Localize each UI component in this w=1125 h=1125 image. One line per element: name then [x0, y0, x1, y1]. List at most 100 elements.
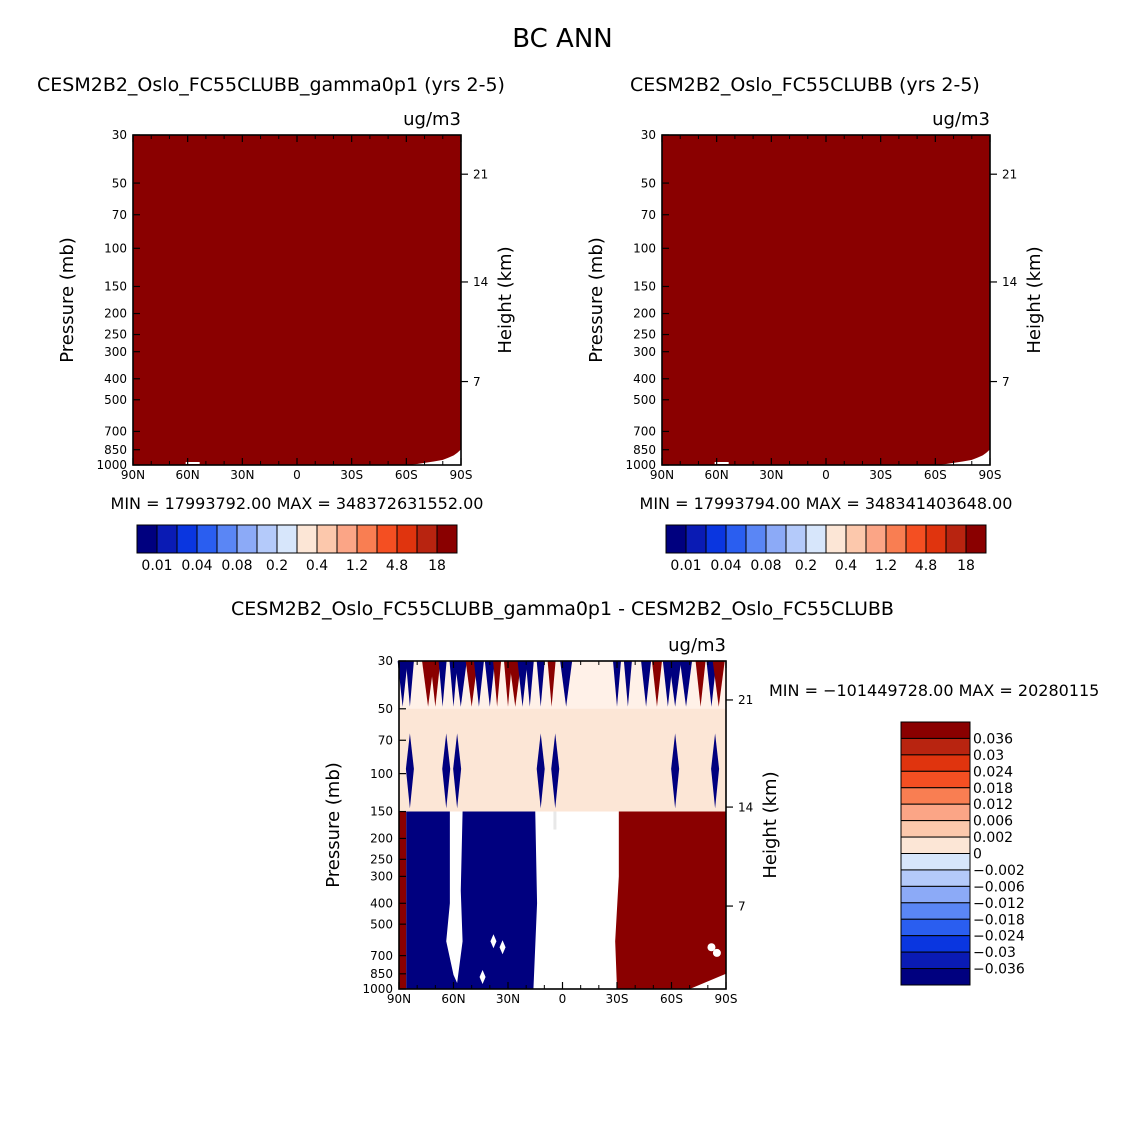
diff-panel: 3050701001502002503004005007008501000211…: [323, 635, 1099, 1006]
colorbar-label: 0.018: [973, 781, 1013, 797]
field-fill: [662, 135, 990, 465]
x-tick-label: 0: [822, 468, 830, 482]
y-tick-label: 150: [370, 805, 393, 819]
y-right-tick-label: 7: [738, 899, 746, 913]
y-tick-label: 150: [104, 280, 127, 294]
contour-hole: [490, 934, 497, 949]
units-label: ug/m3: [668, 635, 726, 656]
colorbar-label: −0.002: [973, 863, 1025, 879]
y-tick-label: 30: [378, 654, 393, 668]
y-tick-label: 30: [112, 128, 127, 142]
colorbar-box: [216, 524, 238, 554]
colorbar-label: 0.4: [835, 558, 857, 574]
contour-hole: [499, 940, 506, 955]
x-tick-label: 60N: [441, 992, 465, 1006]
y-tick-label: 150: [633, 280, 656, 294]
contour-spike: [454, 661, 467, 707]
colorbar-label: 0.01: [670, 558, 701, 574]
diff-colorbar: 0.0360.030.0240.0180.0120.0060.0020−0.00…: [900, 721, 1025, 986]
colorbar-box: [900, 803, 971, 822]
colorbar-label: 0.08: [221, 558, 252, 574]
colorbar-box: [416, 524, 438, 554]
colorbar-label: 0.03: [973, 748, 1004, 764]
y-tick-label: 400: [370, 896, 393, 910]
colorbar-label: 0.006: [973, 814, 1013, 830]
colorbar-box: [845, 524, 867, 554]
y-tick-label: 400: [104, 372, 127, 386]
y-tick-label: 70: [378, 733, 393, 747]
colorbar-label: 0.024: [973, 764, 1013, 780]
y-tick-label: 70: [641, 208, 656, 222]
y-right-tick-label: 7: [1002, 375, 1010, 389]
y-tick-label: 70: [112, 208, 127, 222]
colorbar-box: [316, 524, 338, 554]
colorbar-box: [256, 524, 278, 554]
contour-spike: [662, 661, 673, 707]
y-tick-label: 1000: [625, 458, 656, 472]
contour-spike: [525, 661, 534, 707]
stats-label: MIN = 17993794.00 MAX = 348341403648.00: [640, 494, 1013, 513]
colorbar-label: −0.018: [973, 912, 1025, 928]
x-tick-label: 0: [559, 992, 567, 1006]
contour-spike: [706, 661, 717, 707]
y-right-axis-label: Height (km): [1024, 246, 1045, 353]
colorbar-box: [900, 869, 971, 887]
y-tick-label: 200: [104, 307, 127, 321]
y-right-tick-label: 14: [1002, 275, 1017, 289]
y-tick-label: 700: [370, 949, 393, 963]
x-tick-label: 30N: [230, 468, 254, 482]
y-axis-label: Pressure (mb): [586, 237, 607, 363]
y-tick-label: 30: [641, 128, 656, 142]
diff-panel-title: CESM2B2_Oslo_FC55CLUBB_gamma0p1 - CESM2B…: [231, 598, 894, 620]
y-tick-label: 50: [641, 176, 656, 190]
contour-hole: [707, 943, 716, 952]
colorbar-label: 1.2: [875, 558, 897, 574]
colorbar-box: [900, 918, 971, 937]
y-tick-label: 500: [633, 393, 656, 407]
y-axis-label: Pressure (mb): [323, 762, 344, 888]
x-tick-label: 90N: [121, 468, 145, 482]
y-tick-label: 200: [370, 832, 393, 846]
colorbar-label: 1.2: [346, 558, 368, 574]
colorbar-box: [900, 935, 971, 953]
y-right-axis-label: Height (km): [495, 246, 516, 353]
colorbar-box: [336, 524, 358, 554]
y-axis-label: Pressure (mb): [57, 237, 78, 363]
contour-diamond: [671, 733, 680, 809]
x-tick-label: 90N: [650, 468, 674, 482]
contour-spike: [405, 661, 414, 707]
colorbar-label: 0.4: [306, 558, 328, 574]
colorbar-box: [925, 524, 947, 554]
contour-spike: [712, 661, 725, 707]
y-right-tick-label: 14: [473, 275, 488, 289]
colorbar-label: 0.012: [973, 797, 1013, 813]
y-tick-label: 250: [633, 328, 656, 342]
contour-spike: [517, 661, 528, 707]
y-right-tick-label: 21: [1002, 167, 1017, 181]
colorbar-label: 0.2: [266, 558, 288, 574]
missing-data-mark: [714, 462, 729, 464]
colorbar-label: 0.04: [181, 558, 212, 574]
colorbar-box: [965, 524, 987, 554]
y-right-tick-label: 7: [473, 375, 481, 389]
right-panel-title: CESM2B2_Oslo_FC55CLUBB (yrs 2-5): [630, 74, 980, 96]
colorbar-box: [356, 524, 378, 554]
colorbar-box: [685, 524, 707, 554]
colorbar-label: 0: [973, 847, 982, 863]
colorbar-label: 0.002: [973, 830, 1013, 846]
contour-spike: [623, 661, 632, 707]
contour-spike: [484, 661, 495, 707]
field-fill: [133, 135, 461, 465]
colorbar-box: [900, 951, 971, 970]
contour-spike: [430, 661, 441, 707]
colorbar-box: [296, 524, 318, 554]
y-tick-label: 850: [633, 443, 656, 457]
colorbar-box: [436, 524, 458, 554]
y-tick-label: 1000: [96, 458, 127, 472]
colorbar-box: [785, 524, 807, 554]
colorbar-box: [396, 524, 418, 554]
x-tick-label: 60S: [924, 468, 947, 482]
y-right-axis-label: Height (km): [760, 771, 781, 878]
units-label: ug/m3: [403, 109, 461, 130]
x-tick-label: 30S: [606, 992, 629, 1006]
